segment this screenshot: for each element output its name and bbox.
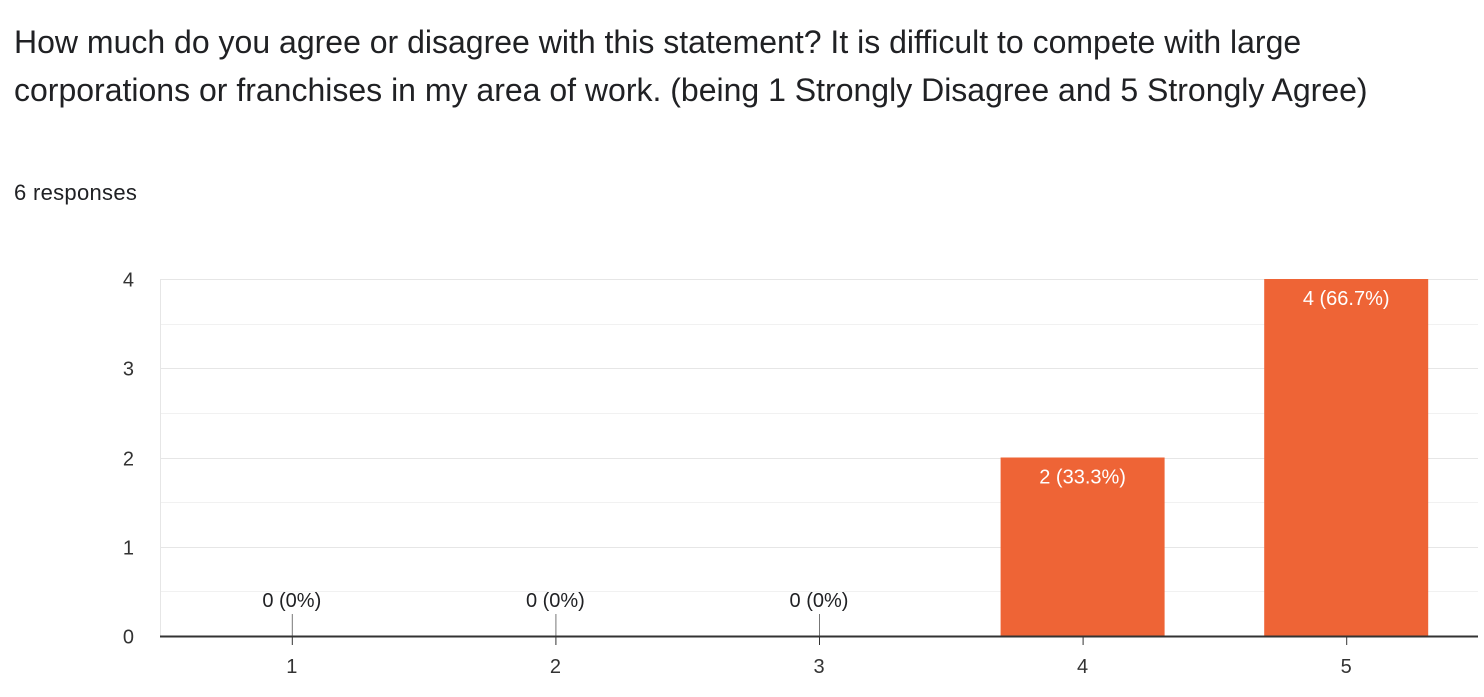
x-tick-label: 4 — [1077, 656, 1088, 678]
bar — [1264, 279, 1429, 636]
y-tick-label: 2 — [123, 449, 134, 471]
bar-data-label: 0 (0%) — [526, 590, 585, 612]
y-tick-label: 1 — [123, 538, 134, 560]
question-title: How much do you agree or disagree with t… — [14, 24, 1368, 108]
bar-data-label: 0 (0%) — [262, 590, 321, 612]
y-tick-label: 4 — [123, 270, 134, 292]
bar-data-label: 2 (33.3%) — [1039, 467, 1126, 489]
x-tick-label: 2 — [550, 656, 561, 678]
y-tick-label: 0 — [123, 627, 134, 649]
response-count: 6 responses — [14, 180, 138, 205]
bar-data-label: 0 (0%) — [790, 590, 849, 612]
x-tick-label: 5 — [1341, 656, 1352, 678]
x-tick-label: 3 — [813, 656, 824, 678]
y-tick-label: 3 — [123, 359, 134, 381]
x-tick-label: 1 — [286, 656, 297, 678]
bar — [1000, 457, 1165, 636]
bar-data-label: 4 (66.7%) — [1303, 288, 1390, 310]
